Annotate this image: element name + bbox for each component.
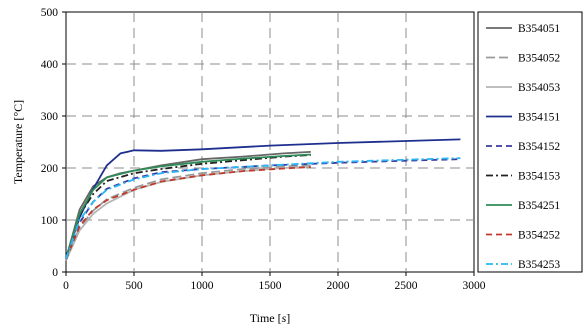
legend-label-b354053: B354053 [518,82,560,94]
x-tick-label: 3000 [463,280,486,292]
legend-label-b354052: B354052 [518,53,560,65]
y-tick-label: 500 [41,7,59,19]
legend-label-b354251: B354251 [518,200,560,212]
legend: B354051 B354052 B354053 B354151 B354152 B3541… [486,23,560,271]
x-tick-label: 0 [63,280,69,292]
series-line-b354253 [65,157,461,260]
y-tick-label: 100 [41,215,59,227]
x-tick-label: 500 [125,280,143,292]
legend-label-b354252: B354252 [518,230,560,242]
legend-label-b354153: B354153 [518,171,560,183]
legend-label-b354151: B354151 [518,112,560,124]
legend-label-b354152: B354152 [518,141,560,153]
legend-label-b354253: B354253 [518,259,560,271]
y-tick-label: 400 [41,59,59,71]
x-tick-label: 2500 [395,280,418,292]
y-tick-label: 0 [52,267,58,279]
y-axis-label: Temperature [°C] [11,100,25,184]
series-lines [65,138,461,261]
tick-labels: 0 500 1000 1500 2000 2500 3000 0 100 200 300 400 500 [41,7,486,292]
x-tick-label: 2000 [327,280,350,292]
grid [66,12,474,272]
series-line-b354153 [65,154,311,260]
legend-box [477,11,583,273]
x-axis-label: Time [s] [250,311,291,325]
x-tick-label: 1500 [259,280,282,292]
x-tick-label: 1000 [191,280,214,292]
series-line-b354251 [65,153,311,259]
series-line-b354252 [65,166,311,260]
y-tick-label: 200 [41,163,59,175]
y-tick-label: 300 [41,111,59,123]
legend-label-b354051: B354051 [518,23,560,35]
